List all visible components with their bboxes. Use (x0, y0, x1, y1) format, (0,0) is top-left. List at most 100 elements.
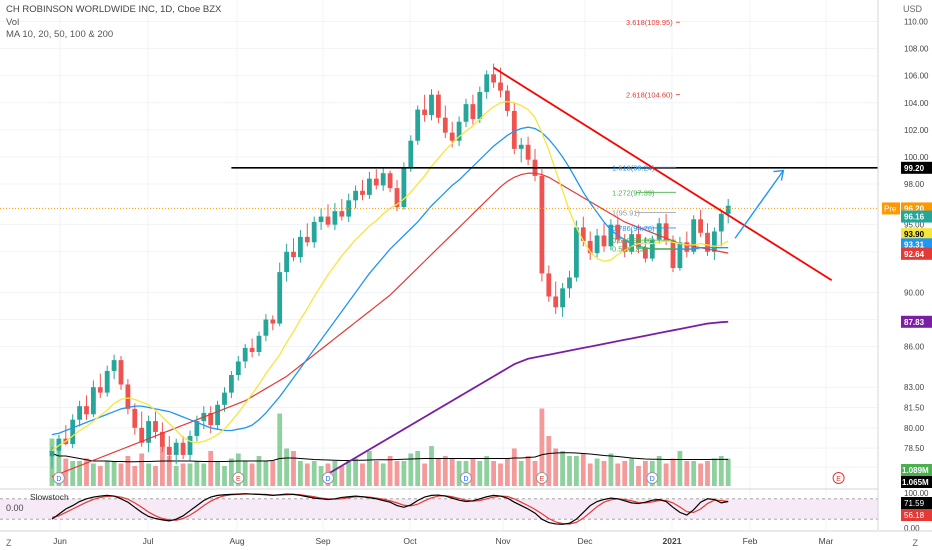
price-label-bg (901, 228, 932, 241)
volume-bar (456, 461, 462, 486)
price-label: 93.90 (904, 230, 925, 239)
volume-bar (304, 463, 310, 486)
y-tick-label: 98.00 (904, 180, 925, 189)
volume-bar (442, 456, 448, 486)
volume-bar (146, 463, 151, 486)
candle (401, 167, 407, 208)
volume-ma-line (51, 452, 729, 463)
candle (284, 251, 289, 273)
candle (256, 335, 262, 352)
fib-level-label: 1.272(97.39) (612, 188, 655, 197)
candle (215, 404, 220, 426)
candle (415, 109, 421, 141)
volume-bar (235, 453, 241, 486)
volume-bar (346, 461, 352, 486)
volume-bar (449, 458, 455, 486)
candle (353, 190, 358, 201)
price-label: 96.20 (904, 204, 925, 213)
volume-bar (187, 463, 193, 486)
volume-bar (256, 456, 262, 486)
candle (670, 240, 676, 269)
volume-bar (422, 463, 427, 486)
candle (567, 277, 572, 289)
candle (77, 406, 82, 420)
candle (663, 223, 669, 241)
candle (643, 247, 648, 259)
candle (449, 132, 455, 141)
dividend-marker-label: D (325, 476, 330, 483)
candle (318, 216, 324, 222)
fib-level-label: 0.5(93.23) (612, 245, 647, 254)
candle (118, 360, 124, 385)
dividend-marker (460, 472, 472, 484)
volume-bar (580, 453, 586, 486)
volume-bar (277, 413, 283, 486)
volume-bar (353, 458, 358, 486)
grid (0, 0, 878, 530)
volume-bar (387, 456, 393, 486)
x-tick-label: 2021 (663, 536, 682, 546)
stoch-k-line (51, 493, 729, 525)
zoom-left-icon[interactable]: Z (6, 538, 12, 548)
candle (429, 94, 434, 115)
volume-bar (553, 448, 559, 486)
price-axis: 110.00 108.00 106.00 104.00 102.00 100.00 98.0… (877, 0, 932, 550)
osc-label: 71.59 (904, 499, 925, 508)
x-tick-label: Feb (743, 536, 758, 546)
ma50-line (51, 172, 729, 478)
price-label-prefix: Pre (884, 204, 897, 213)
dividend-marker (322, 472, 334, 484)
candle (705, 232, 710, 252)
candle (139, 427, 145, 443)
candle (97, 387, 103, 393)
stoch-oscillator: Slowstoch (0, 488, 878, 525)
volume-bar (97, 466, 103, 486)
volume-bar (539, 408, 545, 486)
candle (442, 117, 448, 133)
candle (636, 234, 641, 248)
price-label: 93.31 (904, 240, 925, 249)
candle (574, 227, 579, 278)
candle (235, 361, 241, 376)
candle (166, 446, 172, 455)
price-label-bg (901, 247, 932, 260)
x-tick-label: Jun (53, 536, 67, 546)
volume-label-bg (901, 464, 932, 476)
volume-bar (332, 461, 338, 486)
volume-bar (173, 466, 179, 486)
volume-bar (677, 451, 683, 486)
y-tick-label: 100.00 (904, 153, 929, 162)
zoom-right-icon[interactable]: Z (912, 538, 919, 548)
candle (587, 240, 593, 254)
earnings-marker-label: E (540, 476, 545, 483)
volume-bar (470, 458, 476, 486)
price-label: 87.83 (904, 318, 925, 327)
ma-legend: MA 10, 20, 50, 100 & 200 (6, 29, 114, 40)
candle (146, 421, 151, 443)
candle (470, 104, 476, 120)
y-tick-label: 90.00 (904, 288, 925, 297)
volume-bar (180, 463, 186, 486)
osc-label: 56.18 (904, 511, 925, 520)
candle (173, 442, 179, 455)
candle (277, 272, 283, 324)
osc-left-value: 0.00 (6, 503, 24, 513)
volume-bar (477, 461, 483, 486)
volume-bar (415, 451, 421, 486)
osc-label: 0.00 (904, 524, 920, 533)
volume-bar (222, 466, 227, 486)
dividend-marker (52, 472, 65, 484)
candle (194, 421, 200, 436)
volume-label: 1.089M (902, 466, 929, 475)
candle (180, 442, 186, 455)
ma10-line (51, 100, 729, 452)
candle (325, 216, 331, 225)
candle (222, 392, 227, 405)
volume-bar (111, 461, 117, 486)
candle (249, 347, 255, 352)
projection-arrow-head (773, 169, 785, 181)
ma200-line (327, 320, 729, 475)
candle (677, 242, 683, 269)
